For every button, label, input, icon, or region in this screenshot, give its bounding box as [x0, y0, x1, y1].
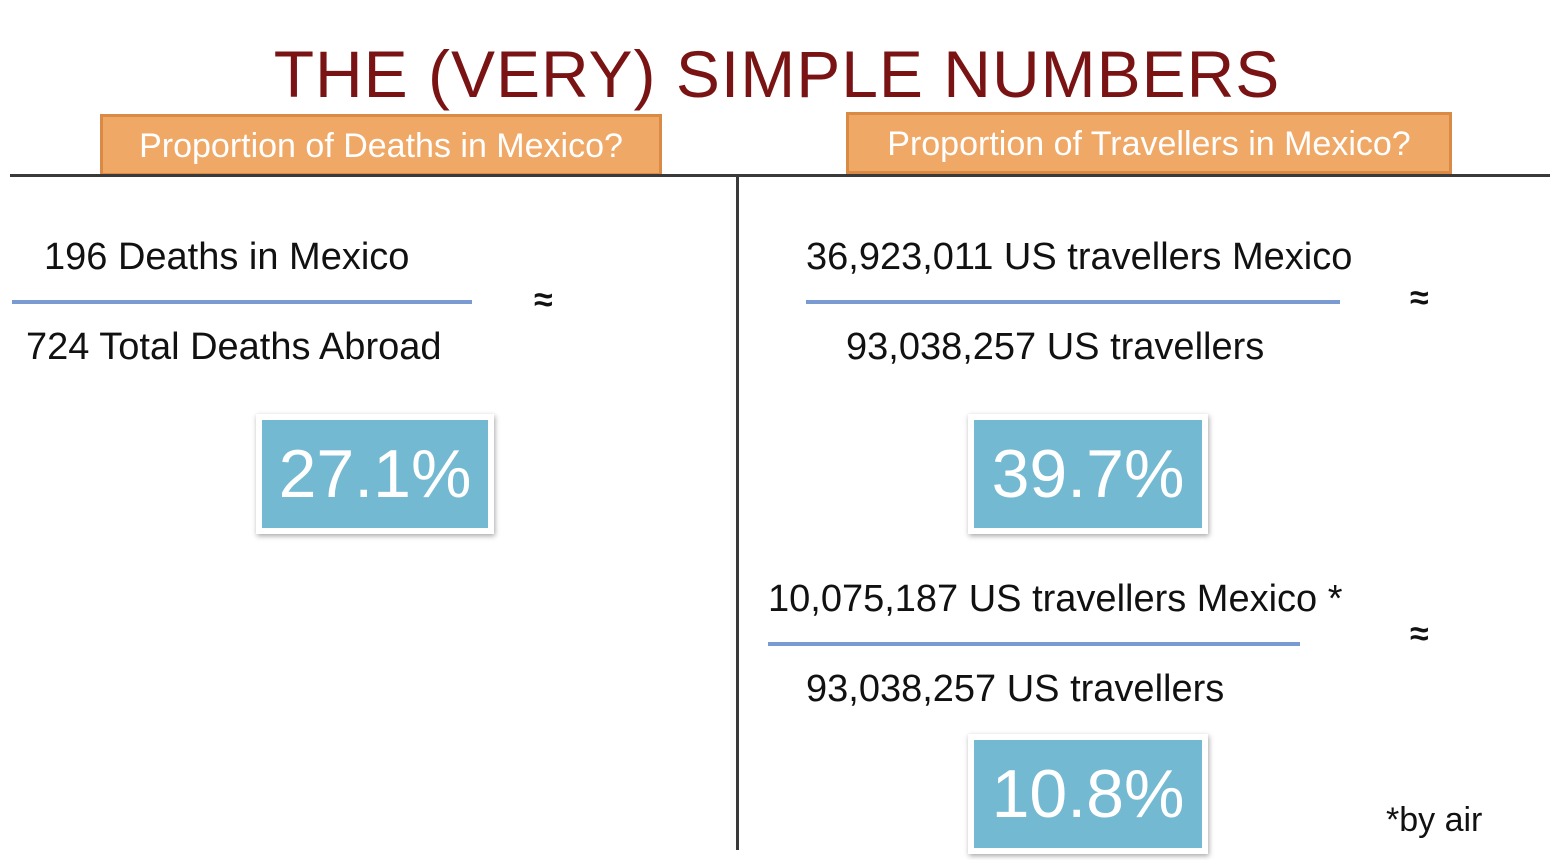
- air-travellers-result: 10.8%: [974, 740, 1202, 848]
- column-divider: [736, 176, 739, 850]
- deaths-result-card: 27.1%: [256, 414, 494, 534]
- page-title: THE (VERY) SIMPLE NUMBERS: [273, 37, 1281, 111]
- travellers-approx-sign: ≈: [1410, 279, 1429, 317]
- travellers-fraction-line: [806, 300, 1340, 304]
- air-travellers-approx-sign: ≈: [1410, 615, 1429, 653]
- deaths-result: 27.1%: [262, 420, 488, 528]
- travellers-result-card: 39.7%: [968, 414, 1208, 534]
- footnote-by-air: *by air: [1386, 801, 1483, 839]
- deaths-fraction-line: [12, 300, 472, 304]
- air-travellers-result-card: 10.8%: [968, 734, 1208, 854]
- travellers-result: 39.7%: [974, 420, 1202, 528]
- air-travellers-numerator: 10,075,187 US travellers Mexico *: [768, 578, 1343, 620]
- air-travellers-denominator: 93,038,257 US travellers: [806, 668, 1225, 710]
- deaths-numerator: 196 Deaths in Mexico: [44, 236, 410, 278]
- right-header-box: Proportion of Travellers in Mexico?: [846, 112, 1452, 174]
- deaths-denominator: 724 Total Deaths Abroad: [26, 326, 442, 368]
- travellers-denominator: 93,038,257 US travellers: [846, 326, 1265, 368]
- air-travellers-fraction-line: [768, 642, 1300, 646]
- travellers-numerator: 36,923,011 US travellers Mexico: [806, 236, 1353, 278]
- deaths-approx-sign: ≈: [534, 281, 553, 319]
- left-header-box: Proportion of Deaths in Mexico?: [100, 114, 662, 176]
- header-rule: [10, 174, 1550, 177]
